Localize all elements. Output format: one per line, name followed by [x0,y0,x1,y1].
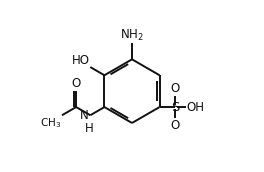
Text: NH$_2$: NH$_2$ [120,28,144,43]
Text: S: S [171,101,179,114]
Text: HO: HO [72,54,90,67]
Text: CH$_3$: CH$_3$ [40,116,61,130]
Text: O: O [170,119,180,132]
Text: OH: OH [187,101,205,114]
Text: O: O [170,82,180,95]
Text: N: N [80,109,89,122]
Text: H: H [84,122,93,135]
Text: O: O [72,77,81,90]
